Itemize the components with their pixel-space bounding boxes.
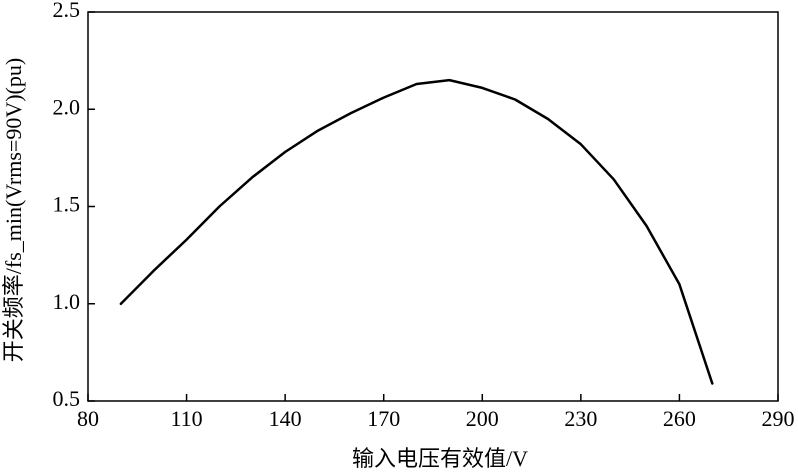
x-tick-label: 140 (269, 406, 302, 431)
x-tick-label: 200 (466, 406, 499, 431)
y-tick-label: 0.5 (53, 386, 81, 411)
data-line (119, 78, 714, 385)
y-tick-label: 1.0 (53, 289, 81, 314)
plot-frame (87, 11, 779, 402)
x-tick-label: 230 (564, 406, 597, 431)
x-tick-label: 110 (170, 406, 202, 431)
x-axis-label: 输入电压有效值/V (352, 446, 528, 471)
y-axis-label: 开关频率/fs_min(Vrms=90V)(pu) (1, 58, 26, 362)
x-tick-label: 290 (762, 406, 795, 431)
x-tick-label: 260 (663, 406, 696, 431)
y-tick-label: 2.0 (53, 94, 81, 119)
y-tick-label: 1.5 (53, 192, 81, 217)
x-tick-label: 170 (367, 406, 400, 431)
y-tick-label: 2.5 (53, 0, 81, 22)
x-tick-label: 80 (77, 406, 99, 431)
